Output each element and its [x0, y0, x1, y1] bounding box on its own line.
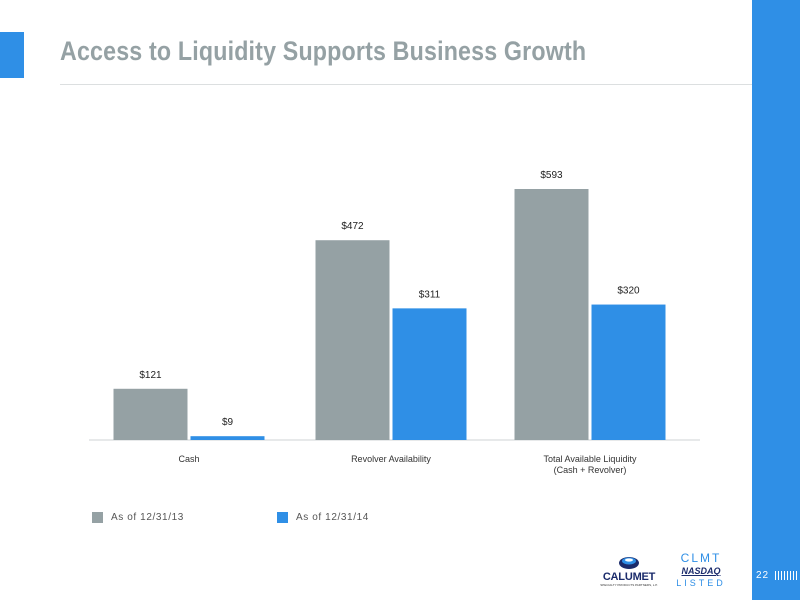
bar-series-0-category-0 [113, 388, 188, 440]
calumet-logo-mark [619, 557, 639, 569]
listed-label: LISTED [676, 578, 726, 588]
legend-swatch-2014 [277, 512, 288, 523]
bar-series-1-category-0 [190, 436, 265, 440]
bar-series-0-category-2 [514, 189, 589, 440]
right-accent-band [752, 0, 800, 600]
title-divider [60, 84, 752, 85]
category-label-1: Revolver Availability [351, 454, 431, 464]
page-number: 22 [756, 570, 770, 581]
calumet-logo: CALUMET SPECIALTY PRODUCTS PARTNERS, L.P… [596, 554, 662, 590]
category-label-2-line-0: Total Available Liquidity [544, 454, 637, 464]
data-label-series-0-category-2: $593 [540, 170, 563, 181]
calumet-logo-text: CALUMET [602, 571, 656, 583]
bar-series-0-category-1 [315, 240, 390, 440]
legend-item-2013: As of 12/31/13 [92, 512, 184, 523]
title-accent-bar [0, 32, 24, 78]
exchange-name: NASDAQ [681, 566, 721, 576]
bar-series-1-category-2 [591, 304, 666, 440]
bar-series-1-category-1 [392, 308, 467, 440]
legend-item-2014: As of 12/31/14 [277, 512, 369, 523]
data-label-series-0-category-0: $121 [139, 370, 162, 381]
legend-label-2014: As of 12/31/14 [296, 512, 369, 523]
nasdaq-listed-badge: CLMT NASDAQ LISTED [670, 552, 732, 592]
data-label-series-1-category-2: $320 [617, 286, 640, 297]
calumet-logo-subtext: SPECIALTY PRODUCTS PARTNERS, L.P. [600, 583, 658, 587]
legend-label-2013: As of 12/31/13 [111, 512, 184, 523]
category-label-2-line-1: (Cash + Revolver) [554, 465, 627, 475]
page-decoration-bars [775, 571, 799, 580]
data-label-series-1-category-0: $9 [222, 417, 234, 428]
legend-swatch-2013 [92, 512, 103, 523]
liquidity-bar-chart: $121 $9 Cash $472 $311 Revolver Availability $… [89, 170, 700, 475]
slide-title: Access to Liquidity Supports Business Gr… [60, 36, 587, 66]
category-label-0: Cash [178, 454, 199, 464]
data-label-series-1-category-1: $311 [419, 289, 441, 300]
data-label-series-0-category-1: $472 [341, 221, 364, 232]
ticker-symbol: CLMT [680, 551, 722, 565]
